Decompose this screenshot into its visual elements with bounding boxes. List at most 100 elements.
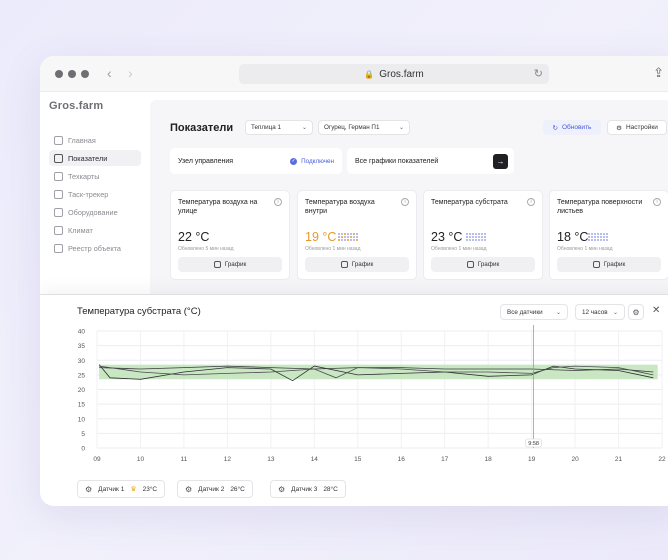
x-tick-label: 13 [267, 456, 275, 463]
sidebar-item-label: Главная [68, 135, 96, 145]
back-arrow-icon[interactable]: ‹ [107, 65, 112, 81]
sparkline-dot [478, 233, 480, 235]
x-tick-label: 22 [658, 456, 666, 463]
sparkline-dot [356, 233, 358, 235]
sparkline-dot [475, 236, 477, 238]
metric-value: 22 °C [178, 230, 210, 244]
sparkline-dot [356, 239, 358, 241]
sparkline-dot [603, 239, 605, 241]
browser-toolbar: ‹ › 🔒 Gros.farm ↻ ⇪ [40, 56, 668, 92]
metric-updated: Обновлено 1 мин назад [557, 246, 613, 252]
chevron-down-icon: ⌄ [612, 309, 618, 316]
series-line-2 [99, 365, 654, 373]
metric-title: Температура поверхности листьев [557, 199, 643, 215]
sparkline-dot [597, 233, 599, 235]
sparkline-icon [338, 233, 358, 241]
chart-panel: Температура субстрата (°C) Все датчики ⌄… [40, 294, 668, 506]
gear-icon: ⚙ [632, 307, 640, 317]
window-maximize-dot[interactable] [81, 70, 89, 78]
graph-button[interactable]: График [305, 257, 409, 272]
chart-settings-button[interactable]: ⚙ [628, 304, 644, 320]
crop-select-value: Огурец, Герман П1 [324, 124, 380, 131]
sparkline-dot [594, 233, 596, 235]
graph-button[interactable]: График [178, 257, 282, 272]
graph-button[interactable]: График [431, 257, 535, 272]
sparkline-dot [353, 233, 355, 235]
sidebar-item-label: Оборудование [68, 207, 118, 217]
greenhouse-select[interactable]: Теплица 1 ⌄ [245, 120, 313, 135]
metric-card-substrate: Температура субстрата i 23 °C Обновлено … [423, 190, 543, 280]
y-tick-label: 35 [78, 343, 86, 350]
x-tick-label: 16 [398, 456, 406, 463]
chevron-down-icon: ⌄ [301, 125, 307, 131]
arrow-right-icon[interactable]: → [493, 153, 508, 169]
sidebar-item-techcards[interactable]: Техкарты [49, 168, 141, 184]
sparkline-dot [347, 236, 349, 238]
sidebar-item-indicators[interactable]: Показатели [49, 150, 141, 166]
graph-button[interactable]: График [557, 257, 661, 272]
y-tick-label: 15 [78, 402, 86, 409]
graph-button-label: График [351, 261, 374, 268]
sparkline-dot [338, 239, 340, 241]
address-bar[interactable]: 🔒 Gros.farm ↻ [239, 64, 549, 84]
check-icon: ✓ [290, 157, 298, 165]
metric-updated: Обновлено 5 мин назад [178, 246, 234, 252]
settings-button[interactable]: ⚙ Настройки [607, 120, 667, 135]
app-logo[interactable]: Gros.farm [49, 100, 104, 112]
refresh-button[interactable]: ↻ Обновить [543, 120, 601, 135]
sidebar: Gros.farm Главная Показатели Техкарты Та… [40, 92, 150, 332]
sparkline-dot [350, 239, 352, 241]
close-icon[interactable]: ✕ [652, 305, 661, 316]
sidebar-item-registry[interactable]: Реестр объекта [49, 240, 141, 256]
sparkline-dot [600, 236, 602, 238]
sparkline-dot [350, 233, 352, 235]
sidebar-item-equipment[interactable]: Оборудование [49, 204, 141, 220]
legend-sensor-3[interactable]: ⚙ Датчик 3 28°C [270, 480, 346, 498]
status-badge: ✓ Подключен [290, 157, 334, 165]
crop-select[interactable]: Огурец, Герман П1 ⌄ [318, 120, 410, 135]
sparkline-icon [466, 233, 486, 241]
forward-arrow-icon[interactable]: › [128, 65, 133, 81]
x-tick-label: 21 [615, 456, 623, 463]
gear-icon: ⚙ [616, 124, 622, 132]
sensors-select[interactable]: Все датчики ⌄ [500, 304, 568, 320]
legend-sensor-1[interactable]: ⚙ Датчик 1 ♛ 23°C [77, 480, 166, 498]
sparkline-dot [588, 239, 590, 241]
info-icon[interactable]: i [653, 198, 661, 206]
all-graphs-card[interactable]: Все графики показателей → [347, 148, 514, 174]
sparkline-dot [484, 239, 486, 241]
sensors-select-value: Все датчики [507, 308, 543, 316]
sidebar-item-label: Техкарты [68, 171, 100, 181]
sparkline-dot [591, 239, 593, 241]
sidebar-item-climate[interactable]: Климат [49, 222, 141, 238]
window-close-dot[interactable] [55, 70, 63, 78]
sidebar-item-home[interactable]: Главная [49, 132, 141, 148]
share-icon[interactable]: ⇪ [653, 65, 664, 80]
gear-icon: ⚙ [185, 484, 193, 494]
graph-button-label: График [224, 261, 247, 268]
period-select[interactable]: 12 часов ⌄ [575, 304, 625, 320]
crown-icon: ♛ [130, 486, 137, 493]
line-chart: 9:58 0 5 10 15 20 25 30 35 40 09 10 11 12 13 14 15 16 17… [78, 325, 666, 463]
greenhouse-select-value: Теплица 1 [251, 124, 281, 131]
chart-icon [213, 261, 221, 268]
window-minimize-dot[interactable] [68, 70, 76, 78]
y-tick-label: 0 [81, 446, 85, 453]
sidebar-item-task-tracker[interactable]: Таск-трекер [49, 186, 141, 202]
chart-icon [466, 261, 474, 268]
sidebar-item-label: Таск-трекер [68, 189, 109, 199]
sidebar-item-label: Реестр объекта [68, 243, 121, 253]
gear-icon: ⚙ [278, 484, 286, 494]
sparkline-dot [600, 239, 602, 241]
legend-sensor-2[interactable]: ⚙ Датчик 2 26°C [177, 480, 253, 498]
control-node-card: Узел управления ✓ Подключен [170, 148, 342, 174]
sparkline-dot [481, 236, 483, 238]
info-icon[interactable]: i [401, 198, 409, 206]
y-tick-label: 10 [78, 416, 86, 423]
sparkline-dot [606, 239, 608, 241]
info-icon[interactable]: i [274, 198, 282, 206]
gauge-icon [54, 153, 63, 163]
sparkline-dot [606, 233, 608, 235]
reload-icon[interactable]: ↻ [533, 68, 543, 80]
info-icon[interactable]: i [527, 198, 535, 206]
